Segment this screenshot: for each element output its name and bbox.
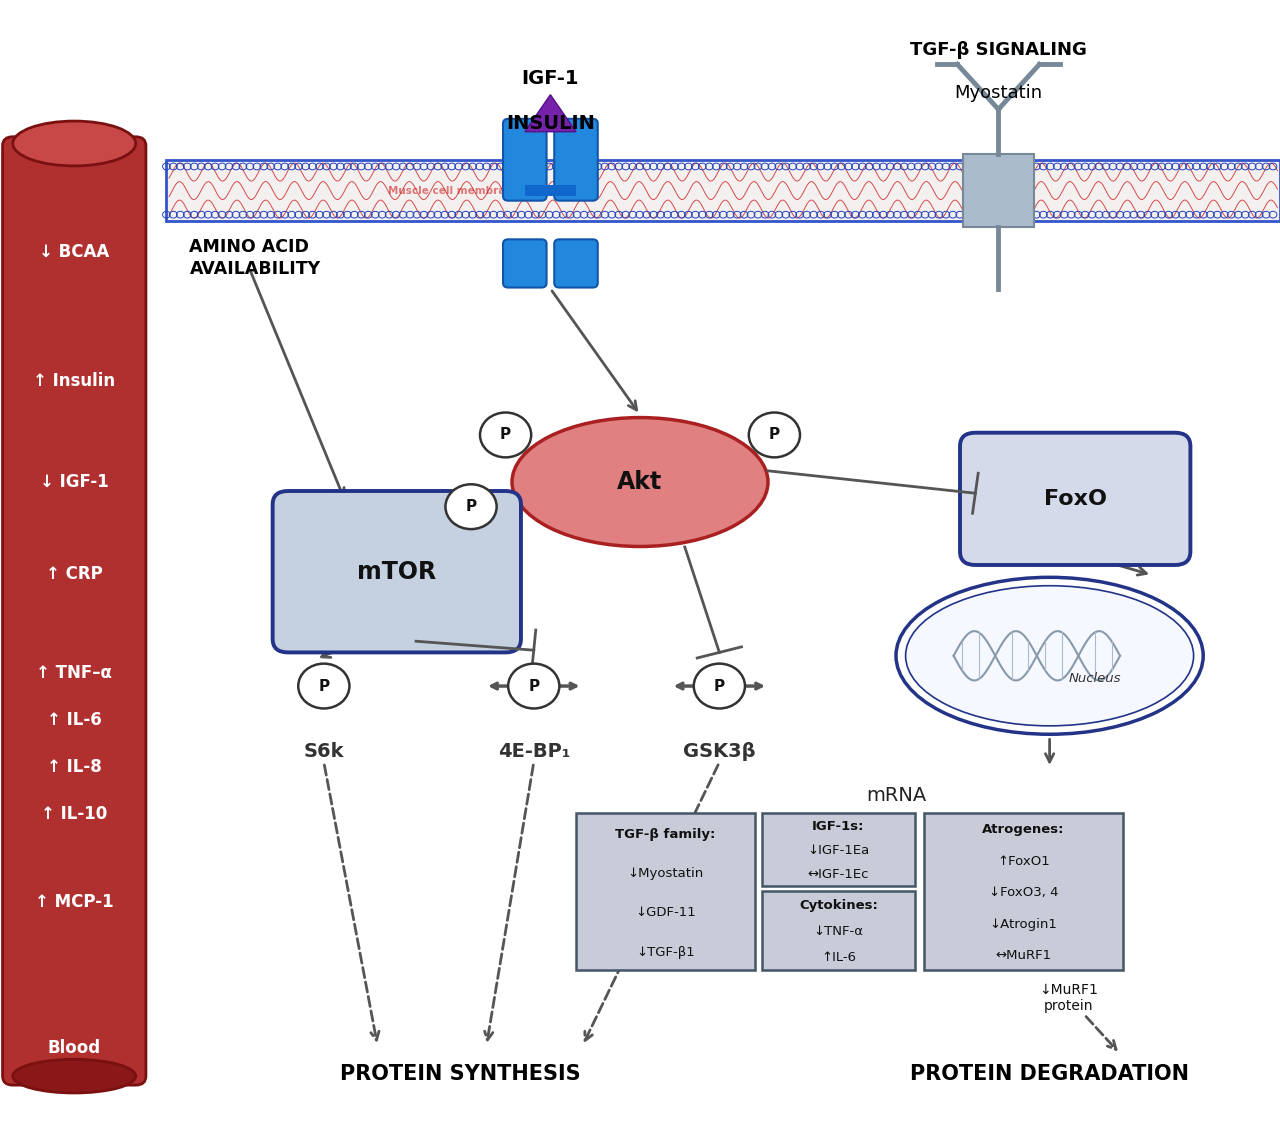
Text: ↑ Insulin: ↑ Insulin xyxy=(33,372,115,390)
Text: ↓GDF-11: ↓GDF-11 xyxy=(635,906,696,919)
Circle shape xyxy=(480,413,531,457)
FancyBboxPatch shape xyxy=(273,491,521,652)
FancyBboxPatch shape xyxy=(924,813,1123,970)
Text: ↑ IL-6: ↑ IL-6 xyxy=(47,711,101,729)
Text: IGF-1s:: IGF-1s: xyxy=(812,819,865,833)
FancyBboxPatch shape xyxy=(503,240,547,288)
Circle shape xyxy=(749,413,800,457)
Ellipse shape xyxy=(906,586,1193,726)
Bar xyxy=(525,185,576,196)
Text: ↓FoxO3, 4: ↓FoxO3, 4 xyxy=(988,887,1059,899)
Ellipse shape xyxy=(13,121,136,166)
Text: ↔MuRF1: ↔MuRF1 xyxy=(996,949,1051,962)
Text: P: P xyxy=(529,678,539,694)
Ellipse shape xyxy=(13,1059,136,1093)
Text: ↓TNF-α: ↓TNF-α xyxy=(813,925,864,938)
Text: P: P xyxy=(714,678,724,694)
FancyBboxPatch shape xyxy=(762,891,915,970)
Text: AMINO ACID
AVAILABILITY: AMINO ACID AVAILABILITY xyxy=(189,238,320,278)
Text: 4E-BP₁: 4E-BP₁ xyxy=(498,742,570,760)
FancyBboxPatch shape xyxy=(554,240,598,288)
Text: ↑ CRP: ↑ CRP xyxy=(46,565,102,583)
FancyBboxPatch shape xyxy=(762,813,915,886)
Text: ↑ MCP-1: ↑ MCP-1 xyxy=(35,893,114,911)
FancyBboxPatch shape xyxy=(576,813,755,970)
Ellipse shape xyxy=(512,418,768,547)
Text: ↔IGF-1Ec: ↔IGF-1Ec xyxy=(808,868,869,881)
FancyBboxPatch shape xyxy=(554,119,598,201)
Text: FoxO: FoxO xyxy=(1043,489,1107,509)
Text: Nucleus: Nucleus xyxy=(1068,671,1121,685)
Circle shape xyxy=(298,664,349,708)
Text: IGF-1: IGF-1 xyxy=(522,70,579,87)
Circle shape xyxy=(694,664,745,708)
Text: ↓Myostatin: ↓Myostatin xyxy=(627,867,704,880)
FancyBboxPatch shape xyxy=(503,119,547,201)
Text: mTOR: mTOR xyxy=(357,559,436,584)
Polygon shape xyxy=(525,95,576,132)
Text: Atrogenes:: Atrogenes: xyxy=(982,824,1065,836)
Text: P: P xyxy=(769,427,780,443)
FancyBboxPatch shape xyxy=(960,433,1190,565)
Text: S6k: S6k xyxy=(303,742,344,760)
Text: P: P xyxy=(466,499,476,515)
Text: GSK3β: GSK3β xyxy=(684,742,755,760)
Text: Blood: Blood xyxy=(47,1039,101,1057)
Text: ↑IL-6: ↑IL-6 xyxy=(820,952,856,964)
Text: ↓Atrogin1: ↓Atrogin1 xyxy=(989,918,1057,930)
Text: ↓TGF-β1: ↓TGF-β1 xyxy=(636,945,695,958)
Text: Cytokines:: Cytokines: xyxy=(799,899,878,912)
Text: ↓ BCAA: ↓ BCAA xyxy=(40,243,109,261)
Text: ↑FoxO1: ↑FoxO1 xyxy=(997,855,1050,868)
FancyBboxPatch shape xyxy=(963,154,1034,226)
Text: INSULIN: INSULIN xyxy=(506,114,595,132)
Text: PROTEIN DEGRADATION: PROTEIN DEGRADATION xyxy=(910,1064,1189,1084)
Circle shape xyxy=(508,664,559,708)
Text: ↑ TNF–α: ↑ TNF–α xyxy=(36,664,113,682)
Text: P: P xyxy=(319,678,329,694)
FancyBboxPatch shape xyxy=(3,137,146,1085)
Text: ↑ IL-10: ↑ IL-10 xyxy=(41,805,108,823)
Text: TGF-β SIGNALING: TGF-β SIGNALING xyxy=(910,41,1087,59)
Text: Muscle cell membrane: Muscle cell membrane xyxy=(388,186,521,195)
Text: ↓ IGF-1: ↓ IGF-1 xyxy=(40,473,109,491)
Bar xyxy=(166,159,1280,222)
Text: P: P xyxy=(500,427,511,443)
Text: ↓MuRF1
protein: ↓MuRF1 protein xyxy=(1039,983,1098,1012)
Ellipse shape xyxy=(896,577,1203,734)
Text: mRNA: mRNA xyxy=(865,787,927,805)
Text: ↓IGF-1Ea: ↓IGF-1Ea xyxy=(808,844,869,856)
Text: TGF-β family:: TGF-β family: xyxy=(616,827,716,841)
Text: ↑ IL-8: ↑ IL-8 xyxy=(47,758,101,776)
Circle shape xyxy=(445,484,497,529)
Text: Myostatin: Myostatin xyxy=(955,84,1042,102)
Text: Akt: Akt xyxy=(617,470,663,494)
Text: PROTEIN SYNTHESIS: PROTEIN SYNTHESIS xyxy=(340,1064,581,1084)
